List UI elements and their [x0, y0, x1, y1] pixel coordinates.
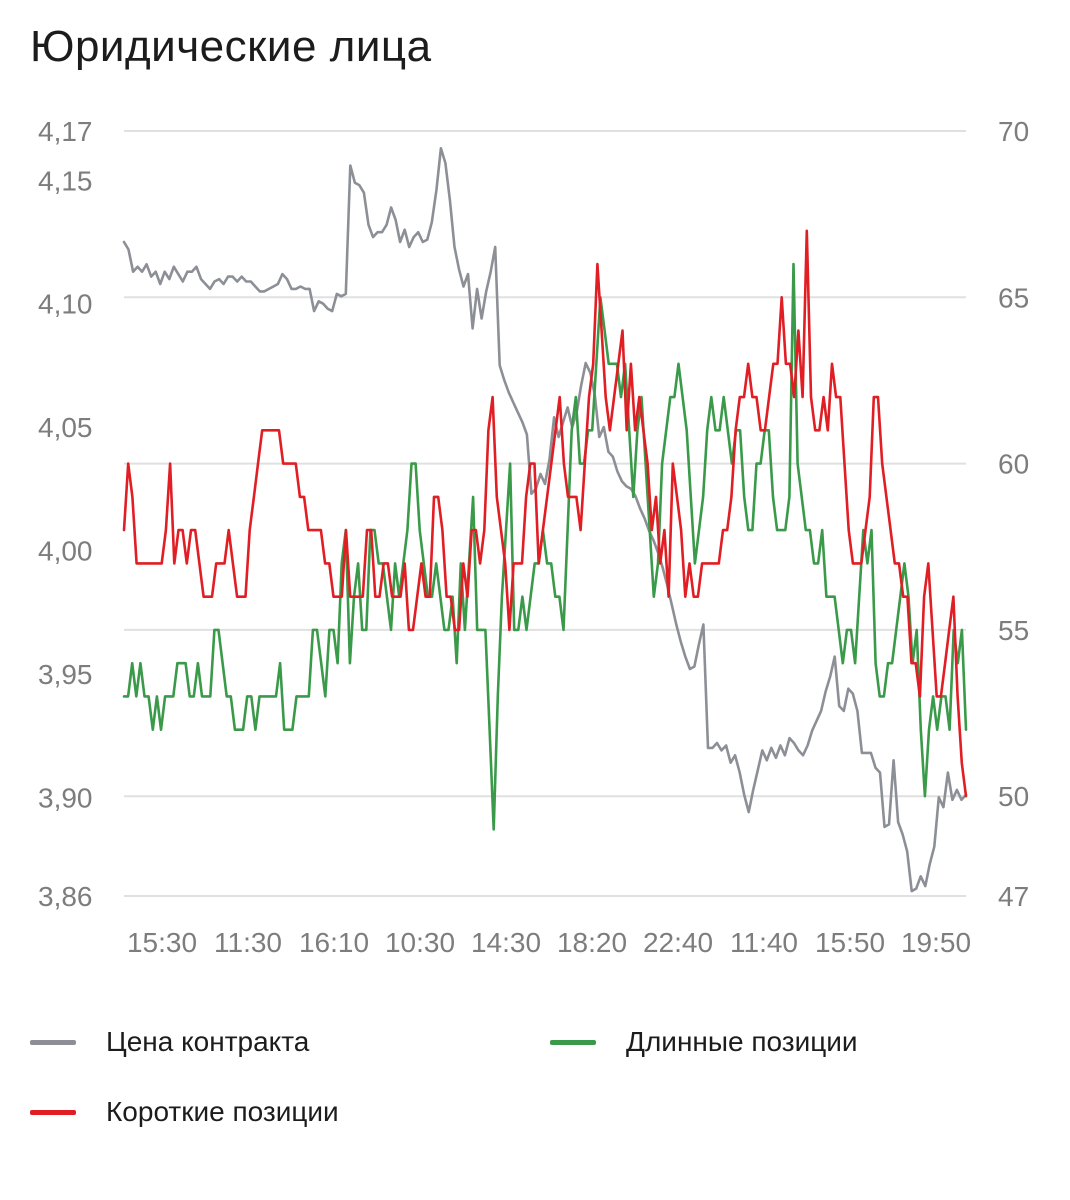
legend-long-label: Длинные позиции — [626, 1026, 858, 1057]
legend-price-label: Цена контракта — [106, 1026, 310, 1057]
series-lines — [122, 147, 968, 893]
right-tick-label: 47 — [998, 881, 1029, 912]
x-tick-label: 15:30 — [127, 927, 197, 958]
legend-price: Цена контракта — [30, 1026, 309, 1058]
legend-long: Длинные позиции — [550, 1026, 858, 1058]
right-tick-label: 50 — [998, 781, 1029, 812]
legend-price-swatch — [30, 1039, 76, 1045]
left-axis-ticks: 4,17 4,15 4,10 4,05 4,00 3,95 3,90 3,86 — [38, 116, 93, 912]
left-tick-label: 4,10 — [38, 289, 93, 320]
right-tick-label: 55 — [998, 615, 1029, 646]
legend-short-swatch — [30, 1109, 76, 1115]
x-tick-label: 11:30 — [214, 927, 282, 958]
gridlines — [124, 130, 966, 897]
chart-area: 4,17 4,15 4,10 4,05 4,00 3,95 3,90 3,86 70 65 60 5… — [38, 116, 1029, 958]
left-tick-label: 3,95 — [38, 659, 93, 690]
left-tick-label: 4,05 — [38, 412, 93, 443]
right-tick-label: 60 — [998, 449, 1029, 480]
series-line-short — [122, 229, 968, 798]
x-tick-label: 18:20 — [557, 927, 627, 958]
x-tick-label: 15:50 — [815, 927, 885, 958]
x-axis-ticks: 15:30 11:30 16:10 10:30 14:30 18:20 22:40 11:40… — [127, 927, 971, 958]
right-tick-label: 65 — [998, 282, 1029, 313]
x-tick-label: 22:40 — [643, 927, 713, 958]
left-tick-label: 4,00 — [38, 536, 93, 567]
left-tick-label: 3,90 — [38, 782, 93, 813]
legend-short: Короткие позиции — [30, 1096, 339, 1128]
legend-short-label: Короткие позиции — [106, 1096, 339, 1127]
left-tick-label: 3,86 — [38, 881, 93, 912]
right-axis-ticks: 70 65 60 55 50 47 — [998, 116, 1029, 912]
series-line-long — [122, 262, 968, 831]
legend-long-swatch — [550, 1039, 596, 1045]
x-tick-label: 11:40 — [730, 927, 798, 958]
left-tick-label: 4,17 — [38, 116, 93, 147]
left-tick-label: 4,15 — [38, 165, 93, 196]
x-tick-label: 10:30 — [385, 927, 455, 958]
chart-title: Юридические лица — [30, 22, 432, 71]
x-tick-label: 19:50 — [901, 927, 971, 958]
right-tick-label: 70 — [998, 116, 1029, 147]
x-tick-label: 16:10 — [299, 927, 369, 958]
series-line-price — [122, 147, 968, 893]
x-tick-label: 14:30 — [471, 927, 541, 958]
